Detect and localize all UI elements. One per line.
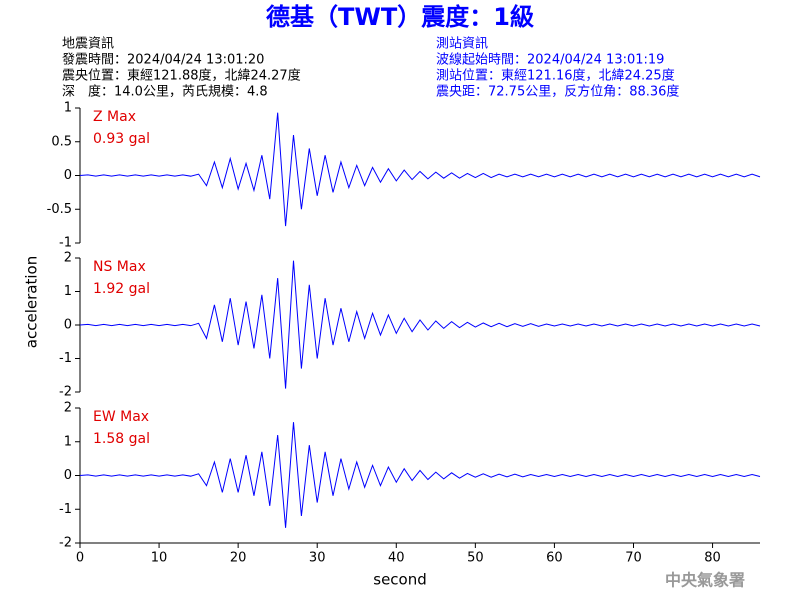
x-tick-label: 10 xyxy=(151,551,168,566)
y-tick-label: 2 xyxy=(64,401,72,416)
panel-label: NS Max xyxy=(93,259,146,275)
y-tick-label: -2 xyxy=(59,385,72,400)
y-tick-label: 1 xyxy=(64,434,72,449)
panel-max: 0.93 gal xyxy=(93,131,150,147)
x-tick-label: 60 xyxy=(546,551,563,566)
y-tick-label: -1 xyxy=(59,351,72,366)
y-tick-label: 1 xyxy=(64,101,72,116)
panel-max: 1.92 gal xyxy=(93,281,150,297)
x-tick-label: 70 xyxy=(625,551,642,566)
x-tick-label: 30 xyxy=(309,551,326,566)
x-tick-label: 50 xyxy=(467,551,484,566)
panel-label: Z Max xyxy=(93,109,136,125)
x-tick-label: 40 xyxy=(388,551,405,566)
panel-max: 1.58 gal xyxy=(93,431,150,447)
info-left: 發震時間：2024/04/24 13:01:20 xyxy=(62,53,264,68)
y-tick-label: 2 xyxy=(64,251,72,266)
info-right: 震央距：72.75公里，反方位角：88.36度 xyxy=(436,84,679,100)
x-tick-label: 80 xyxy=(704,551,721,566)
waveform xyxy=(79,260,761,389)
x-tick-label: 20 xyxy=(230,551,247,566)
y-tick-label: -1 xyxy=(59,236,72,251)
watermark: 中央氣象署 xyxy=(665,571,745,590)
y-tick-label: 0 xyxy=(64,318,72,333)
y-tick-label: -1 xyxy=(59,502,72,517)
y-tick-label: 1 xyxy=(64,284,72,299)
y-axis-label: acceleration xyxy=(23,256,41,348)
panel-label: EW Max xyxy=(93,409,149,425)
x-tick-label: 0 xyxy=(76,551,84,566)
y-tick-label: -2 xyxy=(59,536,72,551)
x-axis-label: second xyxy=(373,571,427,589)
info-right: 波線起始時間：2024/04/24 13:01:19 xyxy=(436,52,664,68)
y-tick-label: 0 xyxy=(64,168,72,183)
waveform xyxy=(79,112,761,227)
y-tick-label: 0.5 xyxy=(51,134,72,149)
info-left: 地震資訊 xyxy=(62,37,114,52)
info-right: 測站資訊 xyxy=(436,37,488,52)
info-left: 深 度：14.0公里，芮氏規模：4.8 xyxy=(62,84,268,100)
chart-title: 德基（TWT）震度：1級 xyxy=(266,3,534,31)
y-tick-label: -0.5 xyxy=(47,202,72,217)
waveform xyxy=(79,422,761,528)
info-right: 測站位置：東經121.16度，北緯24.25度 xyxy=(436,68,675,84)
info-left: 震央位置：東經121.88度，北緯24.27度 xyxy=(62,68,301,84)
y-tick-label: 0 xyxy=(64,468,72,483)
